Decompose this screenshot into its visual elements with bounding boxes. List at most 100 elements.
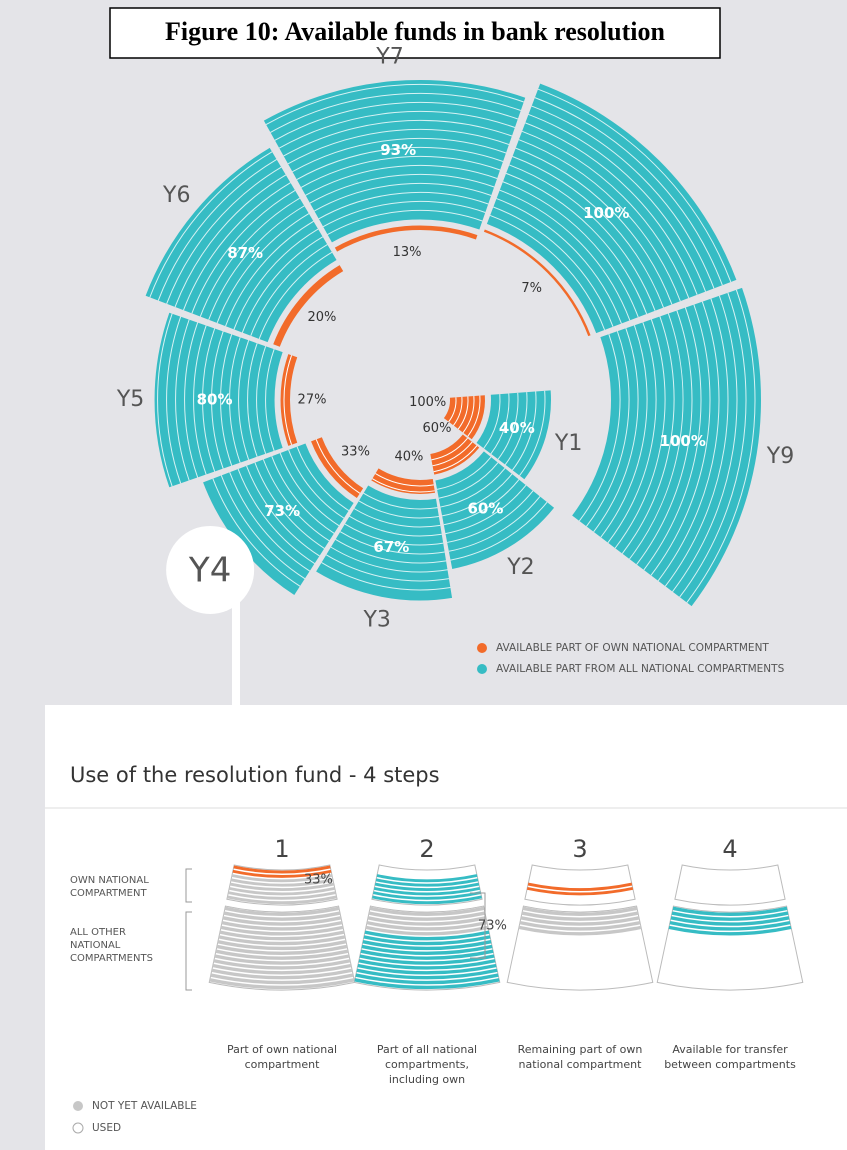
stripe [496, 198, 622, 324]
all-value-label: 100% [583, 204, 629, 222]
year-label: Y5 [116, 387, 144, 412]
stripe [265, 84, 524, 125]
wedge-stripe [362, 940, 492, 951]
side-label: ALL OTHER [70, 927, 126, 938]
wedge-stripe [358, 959, 496, 970]
stripe [490, 393, 510, 455]
wedge-stripe [369, 906, 485, 916]
year-label: Y7 [375, 44, 403, 69]
step-caption: Part of all national [377, 1043, 477, 1056]
step-number: 3 [572, 835, 587, 863]
stripe [521, 130, 690, 299]
side-label: OWN NATIONAL [70, 875, 149, 886]
stripe [296, 146, 504, 180]
stripe [440, 467, 506, 508]
stripe [534, 97, 723, 286]
stripe [438, 462, 499, 499]
all-value-label: 100% [660, 432, 706, 450]
stripe [515, 147, 673, 305]
side-label: NATIONAL [70, 940, 121, 951]
wedge-stripe [372, 895, 482, 905]
stripe [686, 289, 756, 603]
stripe [305, 164, 498, 196]
wedge-stripe [366, 920, 488, 931]
wedge-stripe [376, 874, 478, 883]
legend-label: AVAILABLE PART FROM ALL NATIONAL COMPART… [496, 663, 785, 675]
stripe [149, 151, 273, 298]
legend-label: AVAILABLE PART OF OWN NATIONAL COMPARTME… [496, 642, 769, 654]
stripe [288, 449, 345, 519]
wedge-stripe [359, 954, 495, 965]
stripe [183, 182, 291, 311]
wedge-stripe [219, 930, 345, 941]
stripe [650, 304, 711, 576]
stripe [287, 128, 510, 165]
wedge-stripe [229, 882, 335, 891]
stripe [318, 191, 489, 220]
step-caption: Available for transfer [672, 1043, 788, 1056]
stripe [363, 492, 438, 510]
stripe [375, 473, 434, 487]
stripe [657, 301, 720, 582]
legend-swatch [477, 664, 487, 674]
wedge-stripe [216, 944, 348, 955]
stripe [353, 508, 441, 528]
wedge-stripe [211, 968, 353, 980]
stripe [216, 213, 310, 324]
all-compartments-arc [154, 312, 283, 488]
wedge-stripe [670, 916, 790, 926]
stripe [629, 313, 684, 560]
stripe [184, 322, 199, 478]
stripe [672, 295, 738, 592]
stripe [208, 205, 305, 320]
stripe [505, 172, 648, 315]
own-value-label: 13% [393, 245, 422, 260]
own-value-label: 7% [521, 281, 542, 296]
stripe [497, 392, 519, 460]
stripe [499, 189, 631, 321]
all-value-label: 67% [373, 538, 409, 556]
step-number: 2 [419, 835, 434, 863]
own-compartment-arc [280, 354, 298, 446]
stripe [512, 156, 664, 308]
stripe [531, 105, 715, 289]
stripe [258, 251, 333, 340]
stripe [537, 88, 732, 283]
stripe [212, 478, 301, 587]
stripe [246, 465, 320, 557]
stripe [256, 346, 267, 454]
wedge-stripe [365, 925, 489, 936]
own-value-label: 100% [409, 395, 446, 410]
stripe [493, 206, 614, 327]
stripe [211, 331, 224, 469]
stripe [166, 316, 182, 484]
stripe [315, 439, 361, 494]
stripe [330, 546, 448, 573]
own-value-label: 20% [307, 310, 336, 325]
wedge-stripe [227, 895, 337, 905]
wedge-stripe [361, 944, 493, 955]
stripe [166, 166, 282, 304]
stripe [237, 468, 315, 564]
wedge-stripe [218, 935, 346, 946]
stripe [270, 92, 521, 133]
stripe [254, 462, 325, 549]
stripe [349, 515, 442, 537]
stripe [283, 119, 513, 157]
year-label: Y4 [188, 550, 231, 590]
wedge-stripe [213, 959, 351, 970]
all-value-label: 73% [264, 502, 300, 520]
stripe [241, 236, 323, 333]
wedge-stripe [356, 968, 498, 980]
stripe [489, 214, 606, 331]
wedge-stripe [354, 978, 500, 990]
own-value-label: 33% [341, 445, 370, 460]
stripe [344, 523, 444, 546]
bracket [470, 892, 486, 959]
wedge-stripe [672, 906, 788, 916]
stripe [271, 456, 335, 534]
stripe [247, 343, 258, 457]
stripe [431, 437, 468, 461]
all-value-label: 40% [499, 419, 535, 437]
